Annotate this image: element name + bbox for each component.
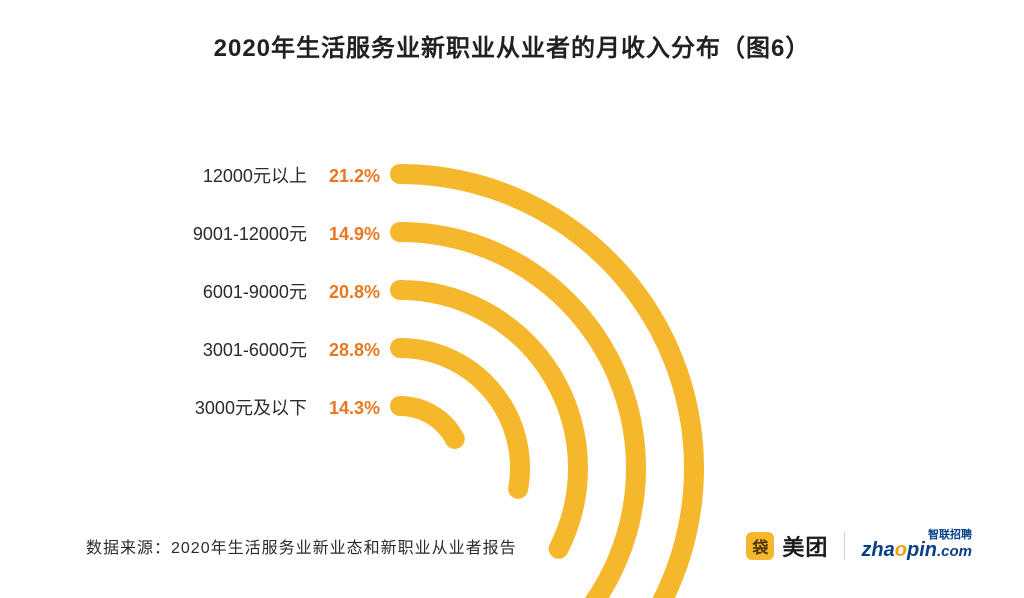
- arc-row-4: 12000元以上 21.2%: [0, 162, 380, 188]
- meituan-logo: 袋 美团: [746, 530, 828, 562]
- arc-value-0: 14.3%: [329, 398, 380, 419]
- arc-value-3: 14.9%: [329, 224, 380, 245]
- zhaopin-latin-pre: zh: [861, 539, 883, 561]
- logo-group: 袋 美团 智联招聘 zhaopin.com: [746, 530, 972, 562]
- footer: 数据来源：2020年生活服务业新业态和新职业从业者报告 袋 美团 智联招聘 zh…: [86, 530, 972, 562]
- arc-row-0: 3000元及以下 14.3%: [0, 394, 380, 420]
- stage: 2020年生活服务业新职业从业者的月收入分布（图6） 3000元及以下14.3%…: [0, 0, 1024, 598]
- logo-divider: [844, 532, 845, 560]
- arc-0: [400, 406, 455, 439]
- zhaopin-a: a: [884, 539, 895, 561]
- arc-label-4: 12000元以上: [203, 162, 307, 188]
- meituan-text: 美团: [782, 530, 828, 562]
- arc-value-1: 28.8%: [329, 340, 380, 361]
- arc-row-1: 3001-6000元 28.8%: [0, 336, 380, 362]
- arc-value-4: 21.2%: [329, 166, 380, 187]
- zhaopin-domain: .com: [937, 543, 972, 560]
- zhaopin-o: o: [895, 539, 907, 561]
- zhaopin-latin-post: pin: [907, 539, 937, 561]
- arc-label-3: 9001-12000元: [193, 220, 307, 246]
- meituan-icon: 袋: [746, 532, 774, 560]
- data-source-text: 数据来源：2020年生活服务业新业态和新职业从业者报告: [86, 534, 517, 558]
- arc-row-3: 9001-12000元 14.9%: [0, 220, 380, 246]
- arc-row-2: 6001-9000元 20.8%: [0, 278, 380, 304]
- arc-label-0: 3000元及以下: [195, 394, 307, 420]
- arc-label-1: 3001-6000元: [203, 336, 307, 362]
- zhaopin-logo: 智联招聘 zhaopin.com: [861, 530, 972, 562]
- arc-value-2: 20.8%: [329, 282, 380, 303]
- arc-label-2: 6001-9000元: [203, 278, 307, 304]
